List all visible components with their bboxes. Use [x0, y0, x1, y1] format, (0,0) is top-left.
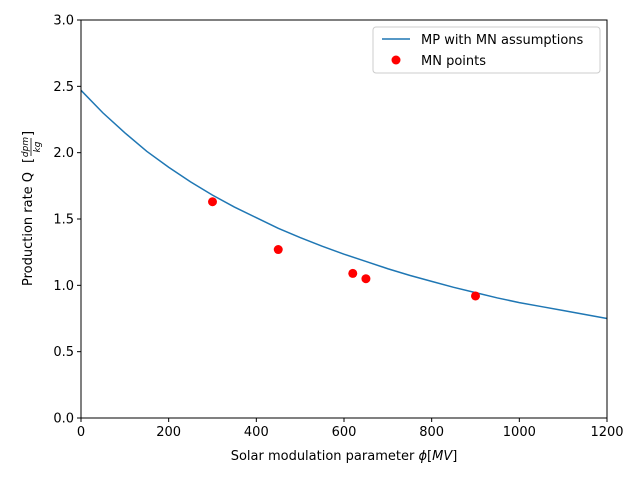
x-tick-label: 1200	[590, 425, 623, 440]
mn-data-point	[361, 274, 371, 284]
x-tick-label: 600	[332, 425, 357, 440]
y-axis-unit-denominator: kg	[33, 141, 43, 152]
y-tick-label: 0.0	[53, 412, 74, 427]
y-axis-label-close-bracket: ]	[21, 131, 36, 136]
plot-content	[80, 89, 608, 320]
x-axis-ticks: 0 200 400 600 800 1000 1200	[77, 418, 624, 440]
mn-data-point	[208, 197, 217, 207]
y-axis-label-open-bracket: [	[21, 158, 36, 163]
y-tick-label: 0.5	[53, 345, 74, 360]
y-axis-ticks: 0.0 0.5 1.0 1.5 2.0 2.5 3.0	[53, 14, 81, 427]
y-axis-label-text: Production rate Q	[21, 172, 36, 286]
legend-entry-line: MP with MN assumptions	[421, 33, 584, 48]
x-tick-label: 200	[156, 425, 181, 440]
legend: MP with MN assumptions MN points	[372, 26, 601, 74]
y-tick-label: 2.0	[53, 146, 74, 161]
y-tick-label: 2.5	[53, 80, 74, 95]
x-tick-label: 0	[77, 425, 85, 440]
y-axis-label: Production rate Q [ dpm kg ]	[21, 131, 43, 286]
mn-data-point	[273, 245, 283, 255]
series-line-mp-with-mn-assumptions	[80, 89, 608, 320]
legend-frame	[372, 26, 601, 74]
y-tick-label: 3.0	[53, 14, 74, 29]
legend-marker-swatch	[391, 55, 401, 65]
x-tick-label: 400	[244, 425, 269, 440]
mn-data-point	[471, 291, 480, 301]
y-tick-label: 1.5	[53, 213, 74, 228]
x-tick-label: 800	[419, 425, 444, 440]
y-tick-label: 1.0	[53, 279, 74, 294]
mn-data-point	[348, 268, 358, 278]
x-tick-label: 1000	[503, 425, 536, 440]
x-axis-label: Solar modulation parameter ϕ[MV]	[231, 449, 458, 464]
y-axis-unit-numerator: dpm	[21, 137, 31, 157]
legend-entry-points: MN points	[421, 54, 486, 69]
